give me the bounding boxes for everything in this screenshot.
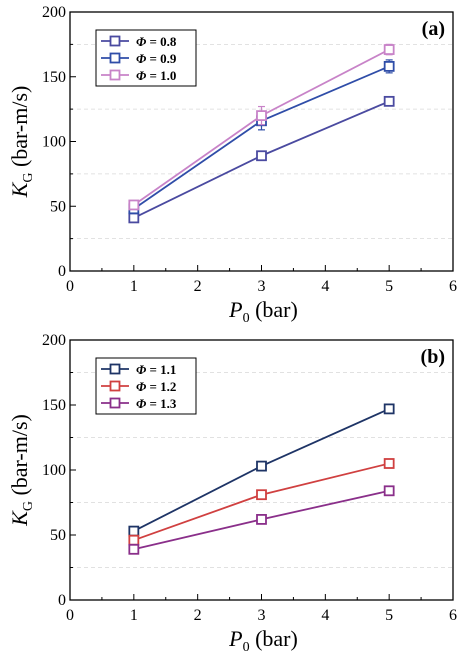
y-tick-label: 100 [42, 134, 66, 151]
data-point [383, 485, 395, 497]
x-tick-label: 0 [66, 278, 74, 295]
legend-marker [109, 69, 121, 81]
legend-item: Φ = 0.9 [101, 51, 177, 66]
legend-label: Φ = 1.1 [136, 362, 176, 377]
series-line [133, 462, 390, 542]
data-point [383, 60, 395, 72]
data-point [256, 110, 267, 121]
y-tick-label: 150 [42, 69, 66, 86]
series-1 [128, 403, 395, 537]
x-tick-label: 2 [194, 278, 202, 295]
panel-a-legend: Φ = 0.8 Φ = 0.9 Φ = 1.0 [95, 29, 197, 87]
panel-a: 0 1 2 3 4 5 6 0 50 100 150 200 P0 (bar) KG (bar-m/s) (… [7, 4, 457, 326]
y-tick-label: 150 [42, 397, 66, 414]
series-3 [128, 485, 395, 555]
data-point [256, 150, 267, 162]
data-point [128, 199, 140, 211]
data-point [383, 95, 395, 107]
x-tick-label: 1 [130, 607, 138, 624]
panel-b: 0 1 2 3 4 5 6 0 50 100 150 200 P0 (bar) KG (bar-m/s) (… [7, 332, 457, 655]
series-2 [128, 458, 395, 546]
legend-label: Φ = 0.9 [136, 51, 177, 66]
legend-item: Φ = 0.8 [101, 34, 177, 49]
legend-label: Φ = 1.3 [136, 396, 177, 411]
y-tick-label: 0 [58, 592, 66, 609]
x-tick-label: 5 [385, 278, 393, 295]
legend-item: Φ = 1.0 [101, 68, 176, 83]
legend-label: Φ = 1.2 [136, 379, 176, 394]
data-point [128, 525, 140, 537]
panel-a-x-axis: 0 1 2 3 4 5 6 [66, 265, 457, 295]
legend-marker [109, 363, 121, 375]
y-tick-label: 100 [42, 462, 66, 479]
x-tick-label: 4 [321, 607, 329, 624]
legend-label: Φ = 0.8 [136, 34, 177, 49]
data-point [128, 543, 140, 555]
x-axis-title: P0 (bar) [228, 626, 298, 655]
y-tick-label: 50 [50, 198, 66, 215]
x-tick-label: 4 [321, 278, 329, 295]
legend-item: Φ = 1.2 [101, 379, 176, 394]
legend-marker [109, 52, 121, 64]
x-axis-title: P0 (bar) [228, 297, 298, 326]
series-line [133, 65, 390, 210]
legend-label: Φ = 1.0 [136, 68, 176, 83]
panel-b-y-axis: 0 50 100 150 200 [42, 332, 76, 609]
x-tick-label: 2 [194, 607, 202, 624]
y-tick-label: 200 [42, 4, 66, 21]
legend-marker [109, 380, 121, 392]
y-tick-label: 200 [42, 332, 66, 349]
y-tick-label: 50 [50, 527, 66, 544]
x-tick-label: 1 [130, 278, 138, 295]
panel-a-label: (a) [422, 18, 445, 40]
series-1 [128, 95, 395, 224]
x-tick-label: 3 [258, 607, 266, 624]
data-point [256, 460, 267, 472]
series-3 [128, 43, 395, 211]
data-point [383, 458, 395, 469]
data-point [256, 489, 267, 501]
legend-item: Φ = 1.1 [101, 362, 176, 377]
panel-b-legend: Φ = 1.1 Φ = 1.2 Φ = 1.3 [95, 357, 197, 415]
panel-a-y-axis: 0 50 100 150 200 [42, 4, 76, 280]
x-tick-label: 6 [449, 278, 457, 295]
legend-marker [109, 397, 121, 409]
x-tick-label: 0 [66, 607, 74, 624]
legend-item: Φ = 1.3 [101, 396, 177, 411]
x-tick-label: 5 [385, 607, 393, 624]
data-point [256, 514, 267, 525]
x-tick-label: 3 [258, 278, 266, 295]
data-point [128, 534, 140, 546]
legend-marker [109, 35, 121, 47]
y-tick-label: 0 [58, 263, 66, 280]
panel-b-x-axis: 0 1 2 3 4 5 6 [66, 594, 457, 624]
panel-b-label: (b) [421, 346, 445, 368]
y-axis-title: KG (bar-m/s) [7, 414, 36, 527]
x-tick-label: 6 [449, 607, 457, 624]
data-point [383, 44, 395, 55]
data-point [128, 212, 140, 224]
data-point [383, 403, 395, 415]
y-axis-title: KG (bar-m/s) [7, 86, 36, 199]
